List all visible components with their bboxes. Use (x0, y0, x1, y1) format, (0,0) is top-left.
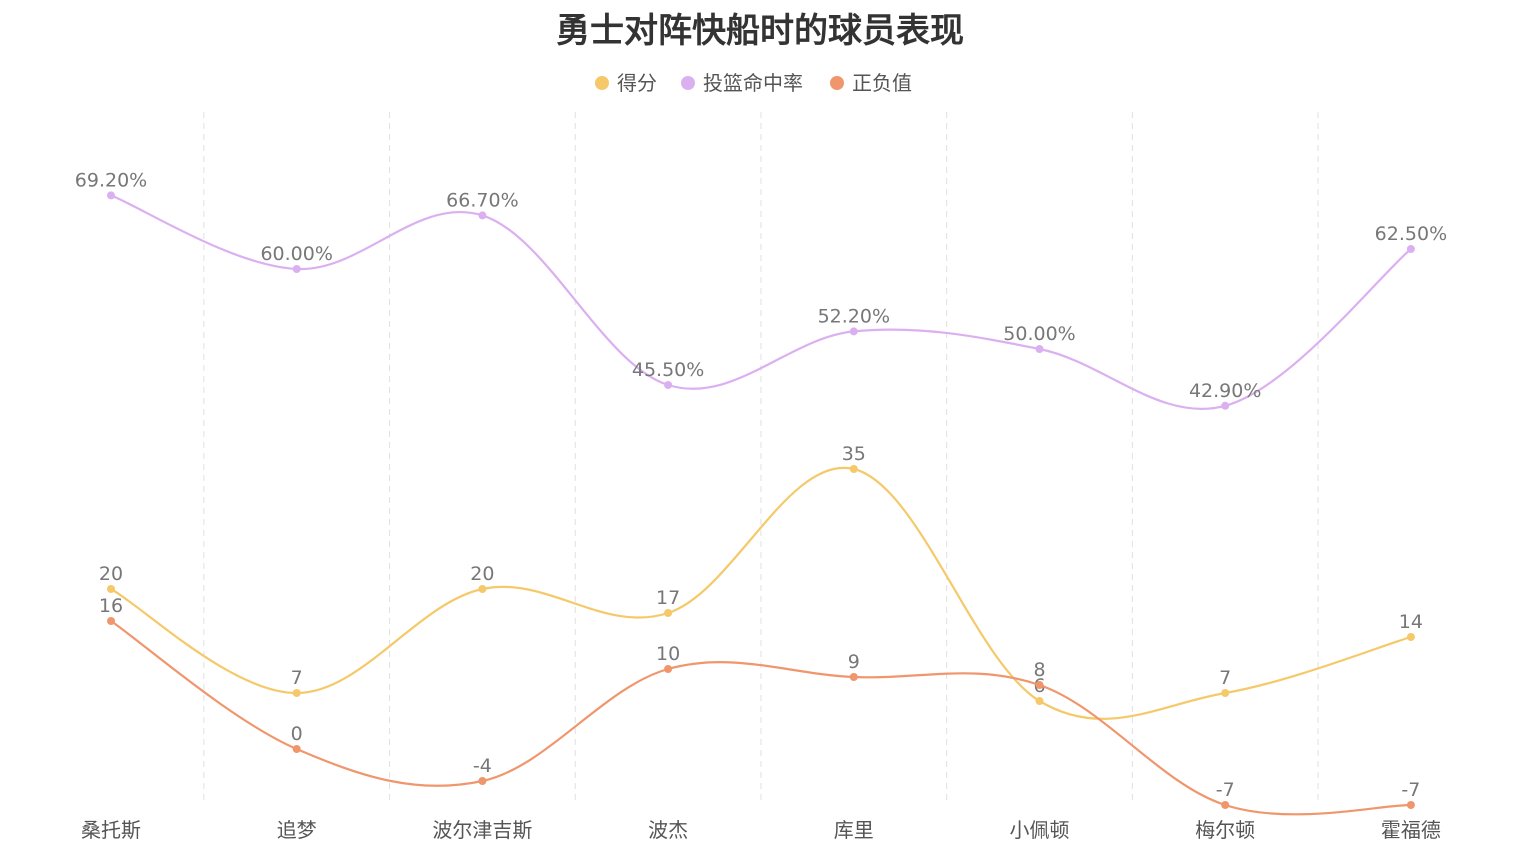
legend-label: 正负值 (852, 71, 912, 95)
x-tick-label: 库里 (834, 818, 874, 842)
data-label: 42.90% (1189, 380, 1261, 402)
x-tick-label: 波尔津吉斯 (432, 818, 532, 842)
legend: 得分 投篮命中率 正负值 (595, 71, 912, 95)
data-label: 9 (848, 651, 860, 673)
data-point[interactable] (1035, 681, 1044, 689)
data-point[interactable] (107, 585, 115, 593)
legend-marker (681, 76, 695, 90)
data-label: -7 (1401, 779, 1420, 801)
data-point[interactable] (478, 585, 487, 593)
data-label: 17 (656, 587, 680, 609)
legend-item[interactable]: 正负值 (830, 71, 912, 95)
series-0: 2072017356714 (99, 443, 1423, 720)
data-point[interactable] (664, 665, 673, 673)
data-point[interactable] (292, 265, 301, 273)
legend-item[interactable]: 得分 (595, 71, 657, 95)
data-label: 7 (1219, 667, 1231, 689)
series-line (110, 466, 1412, 720)
data-point[interactable] (107, 617, 115, 625)
data-point[interactable] (849, 673, 858, 681)
x-tick-label: 波杰 (648, 818, 688, 842)
x-tick-label: 梅尔顿 (1195, 818, 1255, 842)
data-label: 14 (1399, 611, 1423, 633)
data-point[interactable] (1406, 245, 1415, 253)
series-line (110, 620, 1411, 816)
data-point[interactable] (1221, 689, 1230, 697)
data-label: 10 (656, 643, 680, 665)
legend-marker (595, 76, 609, 90)
data-point[interactable] (1221, 801, 1230, 809)
data-label: 35 (842, 443, 866, 465)
legend-label: 投篮命中率 (703, 71, 803, 95)
data-point[interactable] (292, 745, 301, 753)
legend-item[interactable]: 投篮命中率 (681, 71, 803, 95)
data-label: 16 (99, 595, 123, 617)
data-label: 0 (291, 723, 303, 745)
data-point[interactable] (1035, 345, 1044, 353)
series-line (110, 194, 1412, 410)
data-point[interactable] (1221, 401, 1230, 410)
series-layer: 207201735671469.20%60.00%66.70%45.50%52.… (75, 169, 1447, 816)
chart-title: 勇士对阵快船时的球员表现 (556, 11, 964, 51)
data-point[interactable] (664, 381, 673, 389)
series-1: 69.20% 60.00% 66.70% 45.50% 52.20% 50.00% 42.9… (75, 169, 1447, 410)
x-axis: 桑托斯 追梦 波尔津吉斯 波杰 库里 小佩顿 梅尔顿 霍福德 (81, 818, 1441, 842)
data-point[interactable] (849, 465, 858, 473)
data-label: 20 (99, 563, 123, 585)
data-label: -4 (473, 755, 492, 777)
x-tick-label: 霍福德 (1381, 818, 1441, 842)
data-point[interactable] (849, 327, 858, 336)
data-label: -7 (1216, 779, 1235, 801)
data-point[interactable] (1406, 801, 1415, 809)
x-tick-label: 小佩顿 (1010, 818, 1070, 842)
data-point[interactable] (107, 191, 115, 200)
legend-label: 得分 (617, 71, 657, 95)
data-label: 60.00% (260, 243, 332, 265)
data-label: 62.50% (1375, 223, 1447, 245)
data-label: 52.20% (818, 305, 890, 327)
series-2: 16 0 -4 10 9 8 -7 -7 (99, 595, 1420, 816)
data-label: 20 (470, 563, 494, 585)
data-label: 66.70% (446, 189, 518, 211)
data-label: 69.20% (75, 169, 147, 191)
data-label: 8 (1033, 659, 1045, 681)
data-point[interactable] (1406, 633, 1415, 641)
x-tick-label: 追梦 (277, 818, 317, 842)
x-tick-label: 桑托斯 (81, 818, 141, 842)
data-point[interactable] (664, 609, 673, 617)
data-point[interactable] (478, 211, 487, 220)
data-point[interactable] (292, 689, 301, 697)
data-point[interactable] (1035, 697, 1044, 705)
grid (203, 112, 1319, 805)
data-point[interactable] (478, 777, 487, 785)
data-label: 7 (291, 667, 303, 689)
data-label: 50.00% (1003, 323, 1075, 345)
data-label: 45.50% (632, 359, 704, 381)
legend-marker (830, 76, 844, 90)
